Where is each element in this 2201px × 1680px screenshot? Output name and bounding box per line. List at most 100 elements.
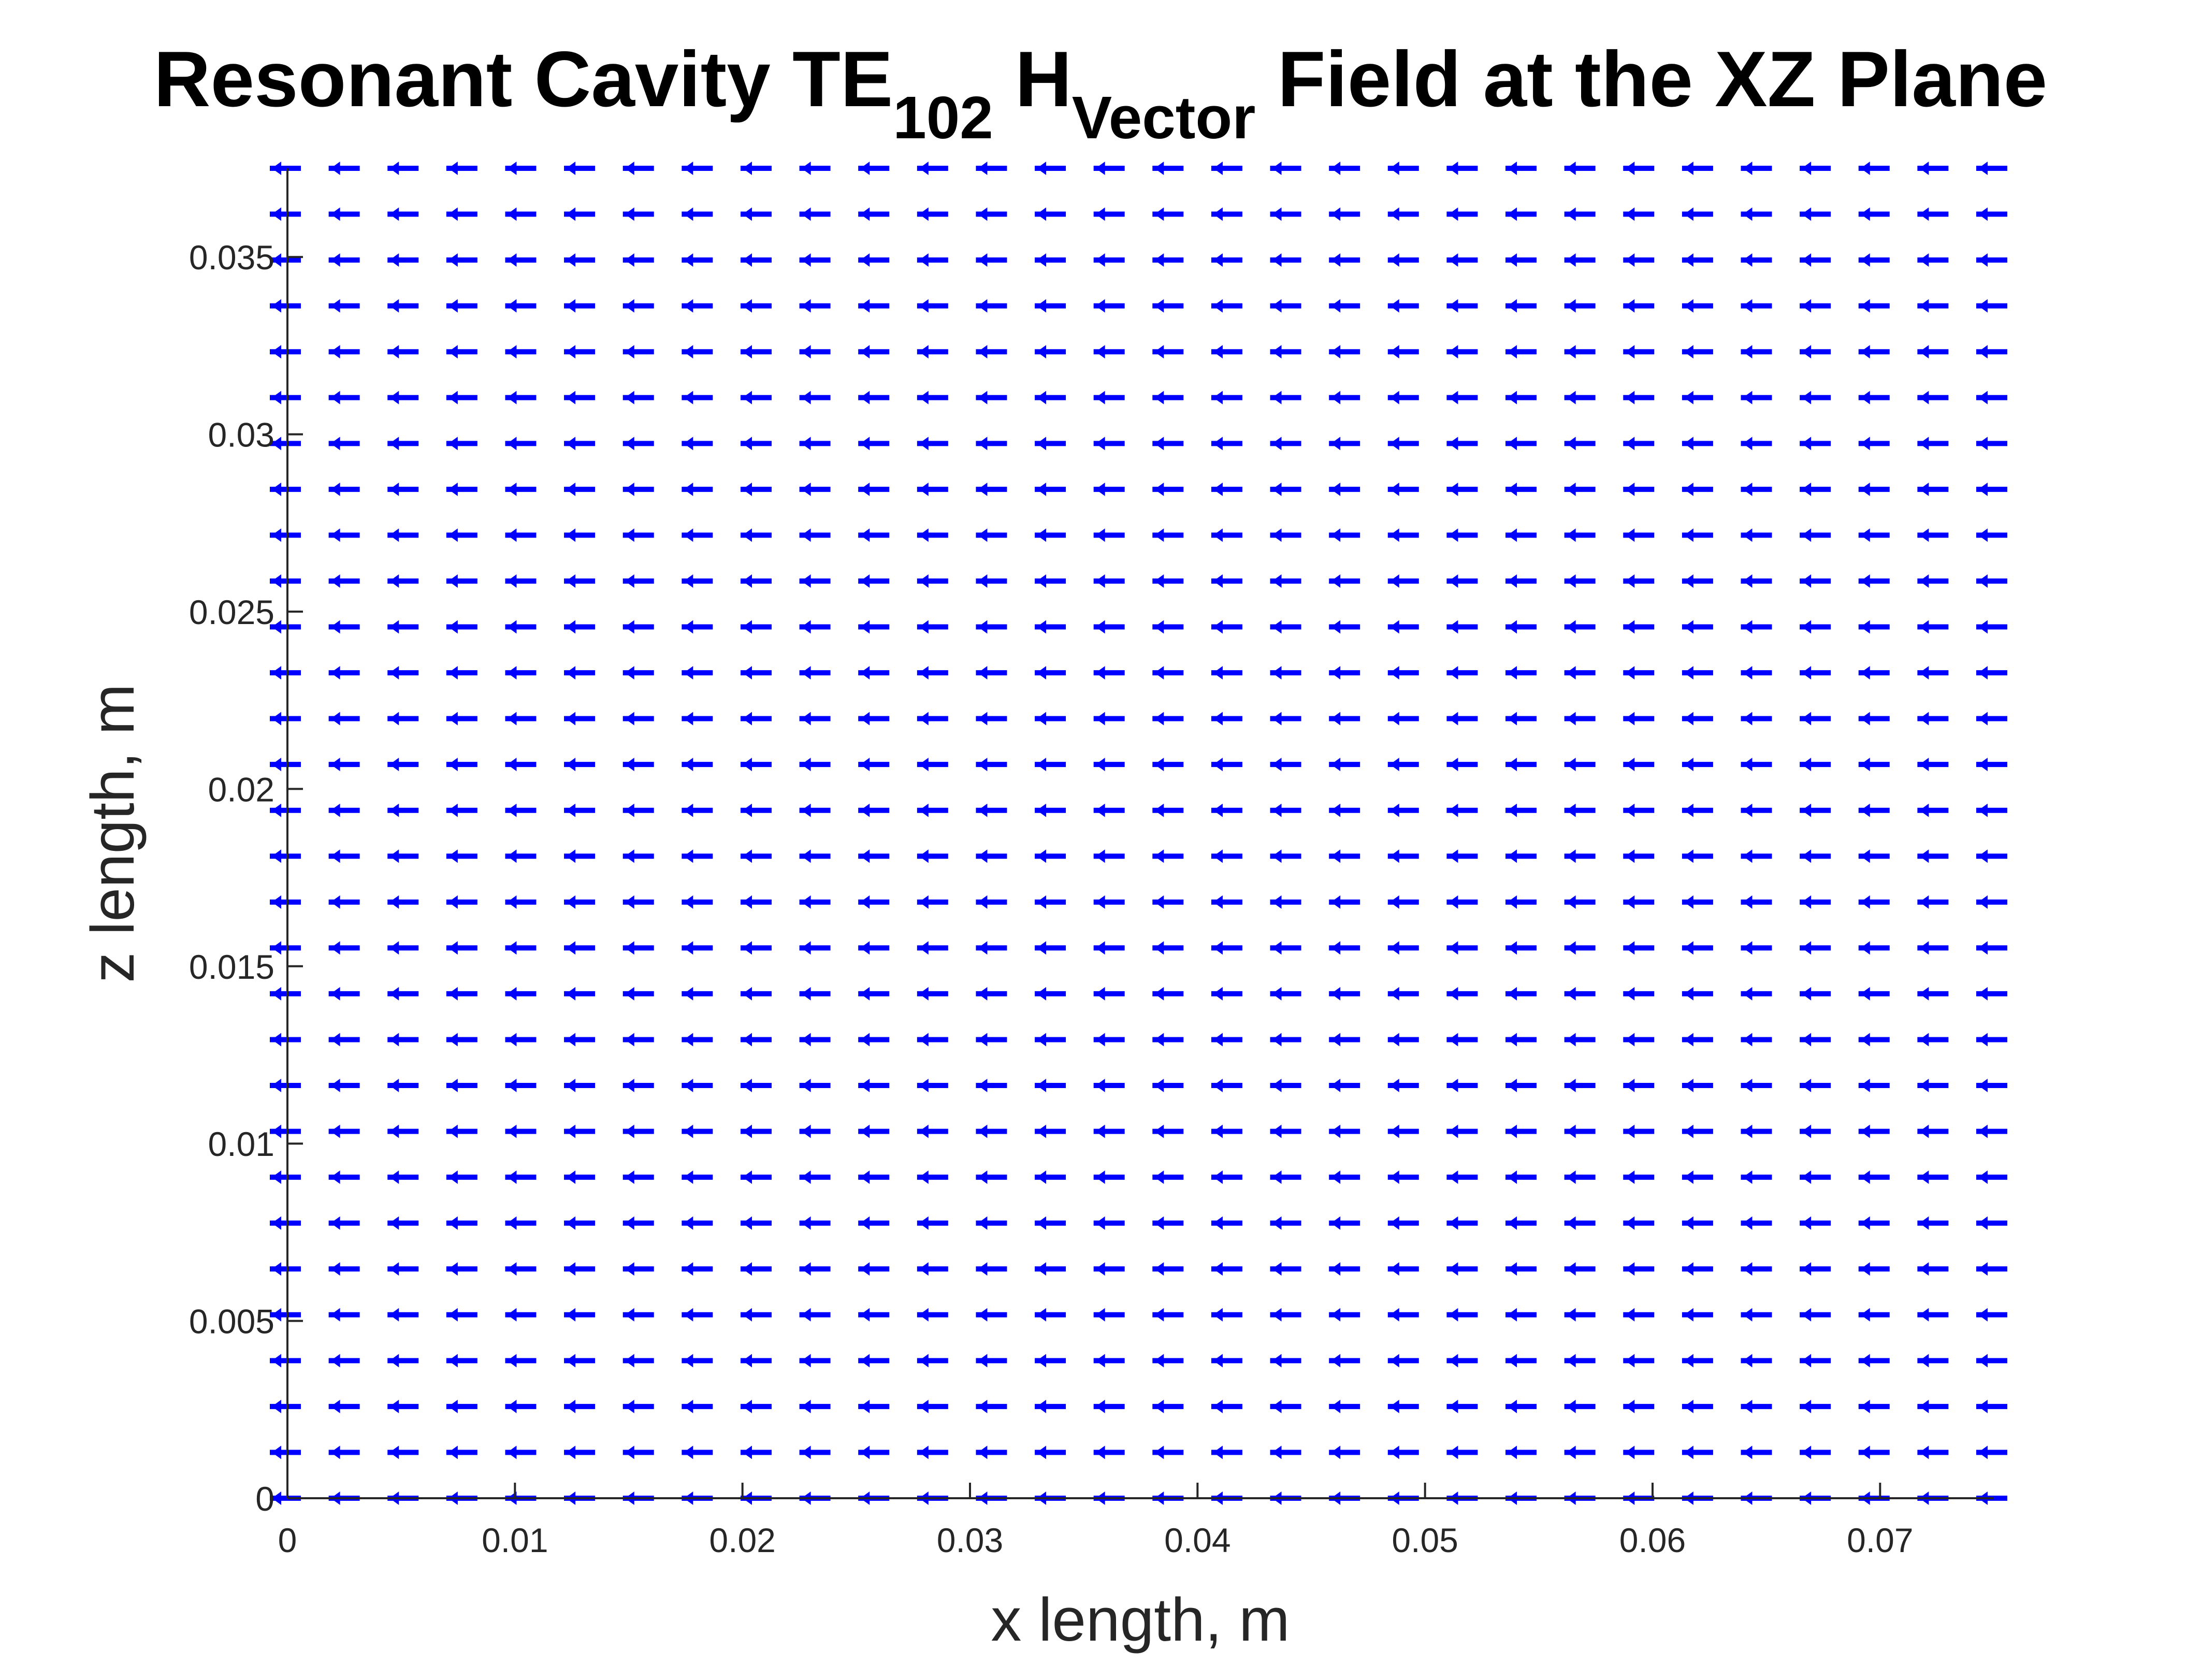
arrow-head (1095, 253, 1105, 267)
arrow-head (330, 666, 340, 680)
arrow-head (684, 712, 693, 726)
arrow-head (566, 574, 576, 588)
vector-arrow (622, 390, 654, 404)
vector-arrow (1800, 758, 1831, 772)
vector-arrow (1623, 1308, 1655, 1322)
arrow-head (1625, 207, 1635, 221)
vector-arrow (1858, 1308, 1890, 1322)
arrow-head (272, 895, 281, 909)
vector-arrow (446, 895, 477, 909)
arrow-head (1037, 1354, 1047, 1368)
vector-arrow (1211, 437, 1242, 451)
arrow-head (507, 895, 517, 909)
vector-arrow (1446, 207, 1478, 221)
vector-arrow (622, 620, 654, 634)
arrow-head (742, 712, 752, 726)
arrow-head (1154, 1445, 1164, 1459)
arrow-head (801, 437, 811, 451)
arrow-head (1449, 253, 1458, 267)
vector-arrow (387, 758, 419, 772)
vector-arrow (740, 849, 772, 863)
vector-arrow (1093, 666, 1125, 680)
vector-arrow (446, 712, 477, 726)
arrow-head (1095, 574, 1105, 588)
vector-arrow (1270, 253, 1301, 267)
arrow-head (1095, 1262, 1105, 1276)
arrow-head (566, 1124, 576, 1138)
vector-arrow (564, 162, 596, 176)
arrow-head (330, 1354, 340, 1368)
arrow-head (1389, 1262, 1399, 1276)
arrow-head (1449, 1079, 1458, 1093)
vector-arrow (1800, 941, 1831, 955)
vector-arrow (858, 1262, 890, 1276)
vector-arrow (1387, 207, 1419, 221)
arrow-head (919, 390, 929, 404)
vector-arrow (799, 1124, 831, 1138)
vector-arrow (270, 803, 301, 817)
vector-arrow (1270, 1262, 1301, 1276)
vector-arrow (1858, 895, 1890, 909)
vector-arrow (564, 1445, 596, 1459)
vector-arrow (446, 758, 477, 772)
vector-arrow (622, 1216, 654, 1230)
vector-arrow (1917, 574, 1949, 588)
arrow-head (1508, 1079, 1517, 1093)
arrow-head (1860, 345, 1870, 359)
vector-arrow (682, 528, 713, 542)
vector-arrow (1858, 987, 1890, 1001)
arrow-head (684, 895, 693, 909)
arrow-head (742, 253, 752, 267)
arrow-head (1860, 1262, 1870, 1276)
arrow-head (742, 895, 752, 909)
arrow-head (1272, 758, 1282, 772)
vector-arrow (1035, 162, 1066, 176)
arrow-head (272, 162, 281, 176)
vector-arrow (1741, 987, 1772, 1001)
arrow-head (1389, 1308, 1399, 1322)
vector-arrow (1800, 574, 1831, 588)
vector-arrow (917, 528, 948, 542)
vector-arrow (564, 299, 596, 313)
vector-arrow (1682, 1170, 1713, 1184)
vector-arrow (1035, 620, 1066, 634)
arrow-head (1272, 666, 1282, 680)
arrow-head (1095, 390, 1105, 404)
vector-arrow (328, 482, 360, 496)
arrow-head (330, 1399, 340, 1413)
vector-arrow (1800, 299, 1831, 313)
vector-arrow (1976, 482, 2007, 496)
vector-arrow (976, 345, 1007, 359)
arrow-head (448, 620, 458, 634)
vector-arrow (1211, 666, 1242, 680)
arrow-head (272, 299, 281, 313)
arrow-head (1684, 1216, 1693, 1230)
arrow-head (1743, 1216, 1753, 1230)
arrow-head (1978, 895, 1988, 909)
vector-arrow (858, 437, 890, 451)
vector-arrow (1741, 162, 1772, 176)
arrow-head (860, 987, 870, 1001)
arrow-head (1508, 253, 1517, 267)
arrow-head (1037, 390, 1047, 404)
arrow-head (507, 803, 517, 817)
vector-arrow (858, 758, 890, 772)
vector-arrow (1976, 390, 2007, 404)
arrow-head (801, 1079, 811, 1093)
vector-arrow (1211, 162, 1242, 176)
arrow-head (919, 253, 929, 267)
arrow-head (801, 1354, 811, 1368)
arrow-head (1978, 1445, 1988, 1459)
arrow-head (1037, 207, 1047, 221)
arrow-head (1154, 437, 1164, 451)
vector-arrow (446, 1262, 477, 1276)
vector-arrow (1917, 849, 1949, 863)
vector-arrow (917, 1033, 948, 1047)
vector-arrow (1858, 345, 1890, 359)
arrow-head (742, 1216, 752, 1230)
arrow-head (1743, 895, 1753, 909)
arrow-head (1389, 1445, 1399, 1459)
arrow-head (1508, 803, 1517, 817)
arrow-head (1095, 712, 1105, 726)
